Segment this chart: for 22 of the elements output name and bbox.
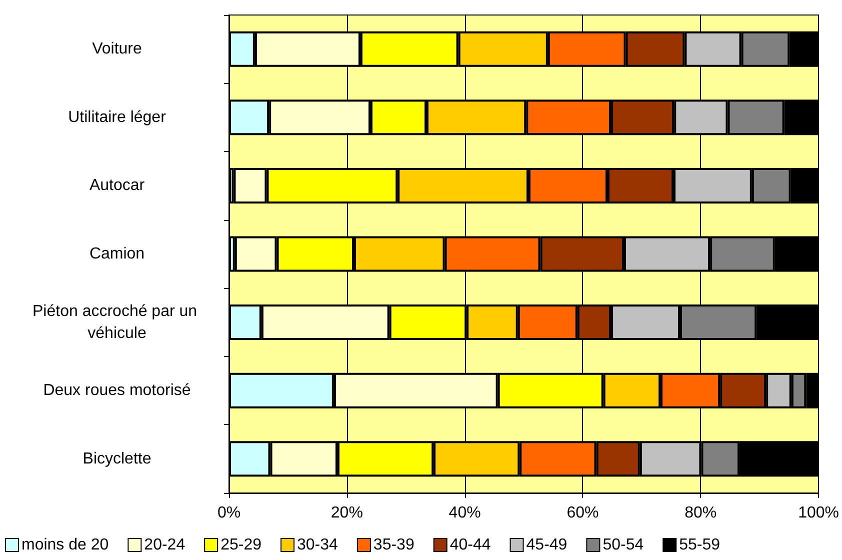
legend-label: moins de 20 [22,536,109,554]
x-tick-label: 20% [330,504,363,522]
legend-label: 20-24 [144,536,186,554]
y-tick-label: Camion [89,246,145,262]
y-tick-label: Deux roues motorisé [43,382,191,400]
legend-label: 45-49 [526,536,568,554]
y-tick-label: Bicyclette [82,450,152,468]
y-tick-label: Utilitaire léger [68,108,167,126]
x-tick-label: 100% [798,504,839,522]
y-tick-label: Voiture [92,40,142,58]
x-tick-label: 40% [448,504,481,522]
x-tick-label: 0% [217,504,241,522]
legend-label: 40-44 [450,536,491,554]
y-tick-label: Piéton accroché par un véhicule [32,302,202,342]
legend-label: 50-54 [602,536,644,554]
legend-label: 55-59 [679,536,720,554]
legend-label: 35-39 [373,536,414,554]
x-tick-label: 60% [566,504,599,522]
x-tick-label: 80% [684,504,717,522]
legend-label: 30-34 [297,536,338,554]
legend-label: 25-29 [220,536,262,554]
y-tick-label: Autocar [89,177,146,194]
